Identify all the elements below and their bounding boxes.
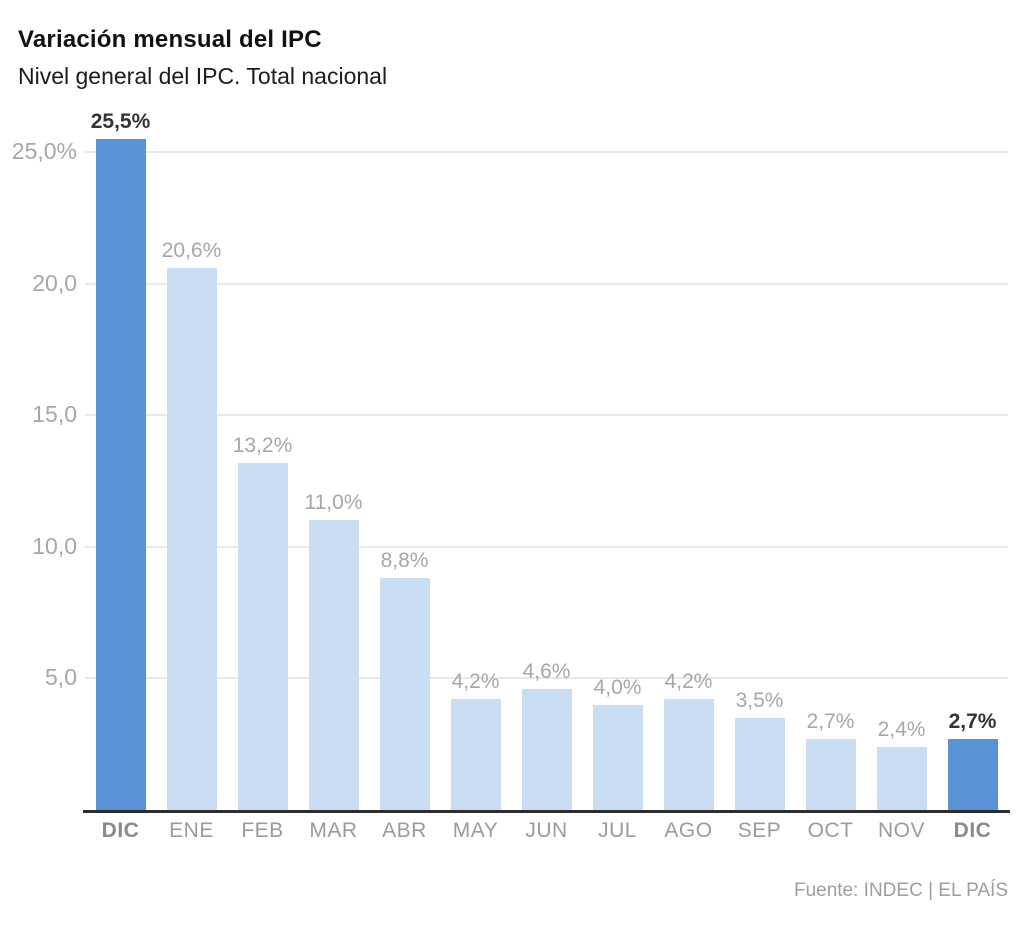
bar-highlighted (947, 738, 998, 810)
bar-value-label: 2,7% (948, 709, 997, 733)
x-axis-month-label: OCT (807, 819, 854, 842)
x-axis-month-label: MAY (452, 819, 499, 842)
bar (308, 520, 359, 810)
gridline (85, 151, 1008, 153)
x-axis-month-label: FEB (241, 819, 284, 842)
bar (663, 699, 714, 810)
chart-header: Variación mensual del IPC Nivel general … (18, 26, 387, 92)
bar-value-label: 11,0% (304, 491, 363, 515)
bar-value-label: 13,2% (232, 433, 293, 457)
bar (734, 717, 785, 810)
y-tick-label: 5,0 (45, 664, 77, 691)
x-axis-month-label: ENE (169, 819, 214, 842)
bar-value-label: 8,8% (380, 549, 429, 573)
bar (379, 578, 430, 810)
y-tick-label: 25,0% (11, 138, 77, 164)
gridline (85, 677, 1008, 680)
chart-title: Variación mensual del IPC (18, 26, 322, 53)
y-tick-label: 10,0 (32, 532, 77, 559)
x-axis-month-label: AGO (664, 819, 713, 842)
source-credit: Fuente: INDEC | EL PAÍS (793, 880, 1008, 901)
gridline (85, 282, 1008, 285)
bar-highlighted (95, 138, 146, 810)
x-axis-month-label: NOV (877, 819, 925, 842)
bar (450, 699, 501, 810)
y-tick-label: 20,0 (32, 269, 77, 296)
bar-value-label: 4,2% (451, 670, 500, 694)
bar-value-label: 4,6% (522, 659, 571, 683)
x-axis-month-label: MAR (309, 819, 358, 842)
bar-value-label: 4,2% (664, 670, 713, 694)
bar (521, 688, 572, 810)
bar (592, 704, 643, 810)
bar-value-label: 3,5% (735, 688, 784, 712)
bar-value-label: 2,7% (806, 709, 855, 733)
bar (237, 462, 288, 810)
y-tick-label: 15,0 (32, 401, 77, 428)
x-axis-month-label: JUL (598, 819, 637, 842)
chart-subtitle: Nivel general del IPC. Total nacional (18, 62, 388, 89)
x-axis-month-label: DIC (101, 819, 140, 842)
bar (805, 738, 856, 810)
bar-value-label: 25,5% (90, 109, 151, 133)
gridline (85, 414, 1008, 417)
x-axis-line (83, 810, 1010, 813)
x-axis-month-label: JUN (525, 819, 568, 842)
x-axis-month-label: DIC (953, 819, 992, 842)
x-axis-month-label: ABR (382, 819, 427, 842)
x-axis-month-label: SEP (737, 819, 782, 842)
gridline (85, 545, 1008, 548)
bar-value-label: 2,4% (877, 717, 926, 741)
bar (166, 267, 217, 810)
bar (876, 746, 927, 810)
bar-value-label: 4,0% (593, 675, 642, 699)
bar-value-label: 20,6% (161, 238, 222, 262)
